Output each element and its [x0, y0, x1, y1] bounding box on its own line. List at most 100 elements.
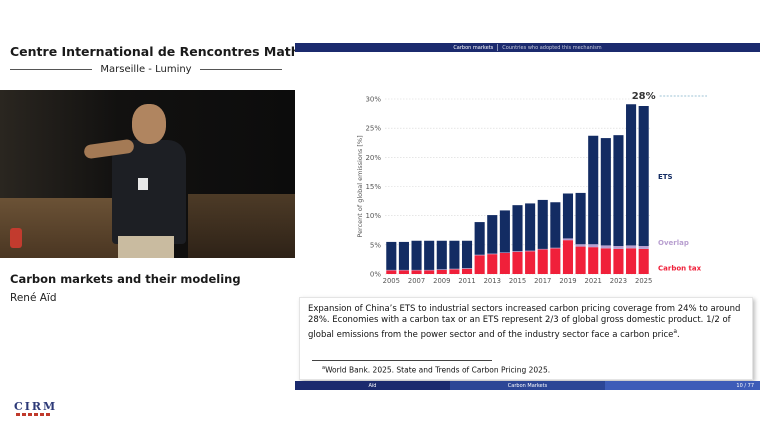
- bar-carbon-tax: [600, 248, 611, 274]
- bar-carbon-tax: [487, 254, 498, 274]
- bar-ets: [461, 240, 473, 269]
- x-tick-label: 2025: [635, 277, 652, 285]
- footer-title: Carbon Markets: [450, 381, 605, 390]
- footnote-text: World Bank. 2025. State and Trends of Ca…: [325, 365, 551, 375]
- bar-carbon-tax: [525, 251, 536, 274]
- speaker-head: [132, 104, 166, 144]
- slide: Carbon markets Countries who adopted thi…: [295, 43, 760, 390]
- talk-title: Carbon markets and their modeling: [10, 272, 241, 286]
- bar-ets: [474, 222, 485, 255]
- bar-ets: [487, 215, 498, 254]
- divider: [199, 68, 283, 70]
- talk-author: René Aïd: [10, 292, 57, 304]
- bar-overlap: [411, 269, 422, 271]
- footnote-rule: [312, 360, 492, 361]
- bar-carbon-tax: [386, 270, 397, 274]
- logo-mark-icon: [16, 413, 52, 416]
- speaker-badge: [138, 178, 148, 190]
- divider: [10, 68, 93, 70]
- bar-carbon-tax: [638, 248, 649, 274]
- bar-carbon-tax: [398, 270, 409, 274]
- x-tick-label: 2019: [559, 277, 576, 285]
- y-tick-label: 20%: [365, 154, 381, 162]
- bar-carbon-tax: [537, 249, 548, 274]
- bar-overlap: [474, 254, 485, 256]
- bar-overlap: [424, 269, 435, 271]
- bar-carbon-tax: [499, 253, 510, 274]
- x-tick-label: 2009: [433, 277, 450, 285]
- bar-overlap: [588, 244, 599, 248]
- x-tick-label: 2005: [383, 277, 400, 285]
- bar-ets: [638, 106, 649, 246]
- bar-ets: [613, 135, 624, 246]
- bar-overlap: [461, 268, 473, 269]
- x-tick-label: 2013: [484, 277, 501, 285]
- bar-ets: [449, 240, 460, 269]
- org-subtitle-row: Marseille - Luminy: [10, 62, 283, 76]
- logo-text: CIRM: [14, 400, 58, 413]
- y-tick-label: 10%: [365, 212, 381, 220]
- bar-carbon-tax: [424, 270, 435, 274]
- slide-navigation-bar: Carbon markets Countries who adopted thi…: [295, 43, 760, 52]
- legend-label: Carbon tax: [658, 264, 702, 272]
- y-tick-label: 15%: [365, 183, 381, 191]
- nav-subsection[interactable]: Countries who adopted this mechanism: [502, 44, 602, 51]
- summary-body: Expansion of China’s ETS to industrial s…: [308, 304, 741, 340]
- bar-ets: [386, 241, 397, 270]
- summary-box: Expansion of China’s ETS to industrial s…: [299, 297, 753, 380]
- bar-ets: [550, 202, 561, 248]
- summary-footnote-mark: a: [673, 328, 678, 335]
- legend-label: ETS: [658, 173, 673, 181]
- y-tick-label: 25%: [365, 125, 381, 133]
- speaker-body: [112, 140, 186, 244]
- y-tick-label: 0%: [370, 271, 381, 279]
- video-desk: [188, 194, 295, 258]
- footnote-mark: a: [322, 365, 326, 371]
- x-tick-label: 2023: [610, 277, 627, 285]
- bar-ets: [512, 205, 523, 252]
- bar-overlap: [487, 253, 498, 255]
- bar-ets: [436, 240, 447, 270]
- bar-ets: [537, 199, 548, 249]
- bar-carbon-tax: [449, 269, 460, 274]
- legend-label: Overlap: [658, 239, 689, 247]
- bar-ets: [588, 135, 599, 245]
- annotation-label: 28%: [632, 91, 656, 102]
- bar-overlap: [626, 245, 637, 249]
- bar-ets: [424, 240, 435, 270]
- bar-overlap: [499, 252, 510, 253]
- bar-carbon-tax: [436, 269, 447, 274]
- bar-overlap: [449, 268, 460, 270]
- nav-section[interactable]: Carbon markets: [453, 44, 494, 51]
- footer-author: Aïd: [295, 381, 450, 390]
- chart-svg: 0% 5% 10% 15% 20% 25% 30% Percent of global emi…: [356, 91, 707, 285]
- bar-overlap: [638, 246, 649, 249]
- org-subtitle: Marseille - Luminy: [100, 63, 192, 75]
- x-tick-label: 2017: [534, 277, 551, 285]
- bar-overlap: [550, 247, 561, 249]
- summary-text: Expansion of China’s ETS to industrial s…: [308, 304, 741, 340]
- y-tick-label: 30%: [365, 96, 381, 104]
- speaker-video[interactable]: [0, 90, 295, 258]
- bar-carbon-tax: [575, 246, 586, 274]
- x-tick-label: 2015: [509, 277, 526, 285]
- video-bottle: [10, 228, 22, 248]
- x-tick-label: 2011: [458, 277, 475, 285]
- bar-ets: [525, 203, 536, 251]
- x-tick-label: 2007: [408, 277, 425, 285]
- bar-ets: [411, 240, 422, 270]
- bar-carbon-tax: [461, 268, 473, 274]
- left-panel: Centre International de Rencontres Mathé…: [0, 0, 374, 427]
- bar-overlap: [436, 269, 447, 270]
- bar-overlap: [613, 246, 624, 249]
- bar-ets: [398, 241, 409, 270]
- bar-overlap: [386, 269, 397, 271]
- bar-carbon-tax: [474, 255, 485, 274]
- bar-overlap: [575, 244, 586, 247]
- bar-overlap: [600, 245, 611, 249]
- y-axis-label: Percent of global emissions [%]: [356, 135, 364, 237]
- bar-overlap: [512, 251, 523, 252]
- chart: 0% 5% 10% 15% 20% 25% 30% Percent of global emi…: [355, 87, 710, 287]
- y-tick-label: 5%: [370, 241, 381, 249]
- org-title: Centre International de Rencontres Mathé…: [10, 44, 374, 59]
